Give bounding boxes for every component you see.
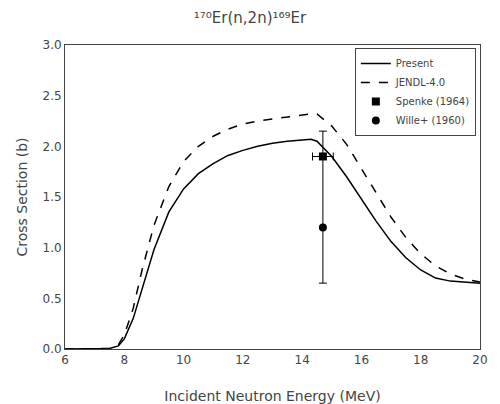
svg-text:Incident Neutron Energy (MeV): Incident Neutron Energy (MeV) xyxy=(164,388,380,404)
svg-text:Spenke (1964): Spenke (1964) xyxy=(396,96,469,107)
svg-text:20: 20 xyxy=(472,353,487,367)
svg-text:2.5: 2.5 xyxy=(43,89,62,103)
svg-text:0.5: 0.5 xyxy=(43,292,62,306)
svg-text:JENDL-4.0: JENDL-4.0 xyxy=(395,77,445,88)
svg-text:10: 10 xyxy=(176,353,191,367)
svg-text:12: 12 xyxy=(235,353,250,367)
svg-text:¹⁷⁰Er(n,2n)¹⁶⁹Er: ¹⁷⁰Er(n,2n)¹⁶⁹Er xyxy=(194,9,307,27)
svg-text:1.0: 1.0 xyxy=(43,241,62,255)
svg-text:18: 18 xyxy=(413,353,428,367)
svg-text:Wille+ (1960): Wille+ (1960) xyxy=(396,115,465,126)
svg-text:Cross Section (b): Cross Section (b) xyxy=(14,137,30,256)
svg-text:3.0: 3.0 xyxy=(43,38,62,52)
svg-text:0.0: 0.0 xyxy=(43,342,62,356)
svg-text:8: 8 xyxy=(120,353,128,367)
svg-text:6: 6 xyxy=(61,353,69,367)
svg-text:14: 14 xyxy=(294,353,309,367)
svg-text:1.5: 1.5 xyxy=(43,190,62,204)
svg-text:16: 16 xyxy=(354,353,369,367)
svg-text:2.0: 2.0 xyxy=(43,140,62,154)
svg-text:Present: Present xyxy=(396,58,434,69)
